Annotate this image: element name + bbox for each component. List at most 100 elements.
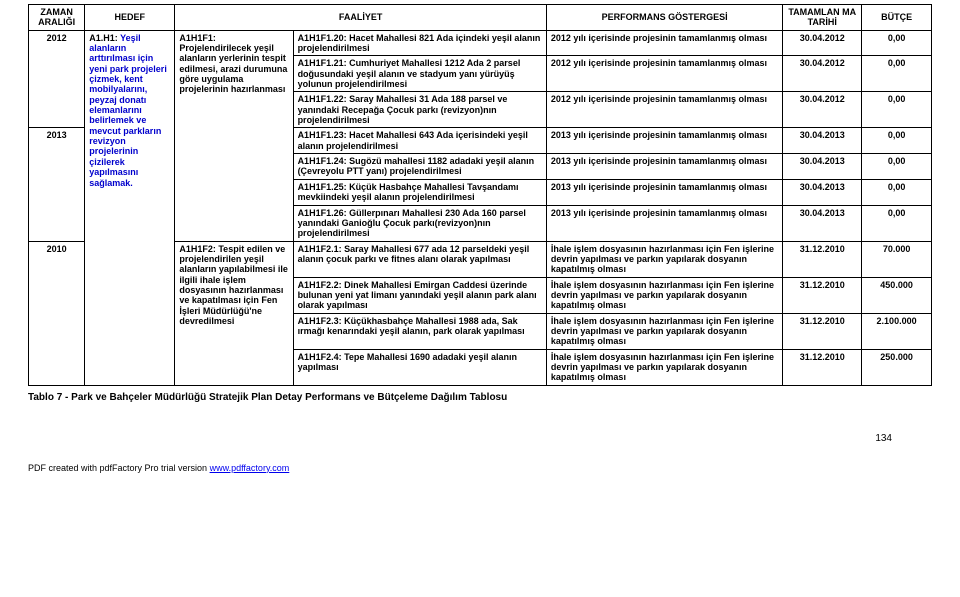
proc-text: A1H1F1: Projelendirilecek yeşil alanları…	[179, 33, 287, 95]
tarih-text: 30.04.2013	[800, 182, 845, 192]
faal-cell: A1H1F1.22: Saray Mahallesi 31 Ada 188 pa…	[293, 92, 546, 128]
tarih-text: 31.12.2010	[800, 244, 845, 254]
butce-cell: 250.000	[862, 349, 932, 385]
butce-text: 0,00	[888, 130, 906, 140]
footer-lead: PDF created with pdfFactory Pro trial ve…	[28, 463, 210, 473]
faal-text: A1H1F1.20: Hacet Mahallesi 821 Ada içind…	[298, 33, 541, 53]
tarih-cell: 30.04.2012	[783, 56, 862, 92]
tarih-cell: 31.12.2010	[783, 241, 862, 277]
tarih-cell: 31.12.2010	[783, 349, 862, 385]
table-caption: Tablo 7 - Park ve Bahçeler Müdürlüğü Str…	[28, 392, 932, 403]
butce-text: 250.000	[880, 352, 913, 362]
perf-text: 2012 yılı içerisinde projesinin tamamlan…	[551, 33, 767, 43]
faal-cell: A1H1F1.25: Küçük Hasbahçe Mahallesi Tavş…	[293, 179, 546, 205]
perf-cell: 2013 yılı içerisinde projesinin tamamlan…	[546, 128, 782, 154]
perf-cell: 2012 yılı içerisinde projesinin tamamlan…	[546, 56, 782, 92]
tarih-text: 31.12.2010	[800, 352, 845, 362]
th-faaliyet: FAALİYET	[175, 5, 547, 31]
tarih-text: 30.04.2012	[800, 94, 845, 104]
tarih-cell: 31.12.2010	[783, 277, 862, 313]
tarih-cell: 30.04.2013	[783, 128, 862, 154]
faal-text: A1H1F1.21: Cumhuriyet Mahallesi 1212 Ada…	[298, 58, 521, 89]
tarih-cell: 30.04.2013	[783, 179, 862, 205]
perf-text: İhale işlem dosyasının hazırlanması için…	[551, 352, 774, 383]
hedef-code: A1.H1:	[89, 33, 118, 43]
faal-cell: A1H1F2.2: Dinek Mahallesi Emirgan Caddes…	[293, 277, 546, 313]
zaman-cell: 2013	[29, 128, 85, 241]
proc-cell: A1H1F2: Tespit edilen ve projelendirilen…	[175, 241, 293, 385]
faal-text: A1H1F2.4: Tepe Mahallesi 1690 adadaki ye…	[298, 352, 517, 372]
butce-cell: 70.000	[862, 241, 932, 277]
perf-cell: İhale işlem dosyasının hazırlanması için…	[546, 313, 782, 349]
tarih-text: 30.04.2013	[800, 208, 845, 218]
main-table: ZAMAN ARALIĞI HEDEF FAALİYET PERFORMANS …	[28, 4, 932, 386]
tarih-text: 31.12.2010	[800, 280, 845, 290]
faal-cell: A1H1F1.20: Hacet Mahallesi 821 Ada içind…	[293, 30, 546, 56]
hedef-cell: A1.H1: Yeşil alanların arttırılması için…	[85, 30, 175, 385]
table-row: 2012 A1.H1: Yeşil alanların arttırılması…	[29, 30, 932, 56]
faal-cell: A1H1F2.1: Saray Mahallesi 677 ada 12 par…	[293, 241, 546, 277]
butce-cell: 2.100.000	[862, 313, 932, 349]
zaman-cell: 2010	[29, 241, 85, 385]
page-container: ZAMAN ARALIĞI HEDEF FAALİYET PERFORMANS …	[0, 0, 960, 473]
butce-text: 0,00	[888, 182, 906, 192]
faal-cell: A1H1F2.3: Küçükhasbahçe Mahallesi 1988 a…	[293, 313, 546, 349]
butce-cell: 0,00	[862, 92, 932, 128]
th-zaman: ZAMAN ARALIĞI	[29, 5, 85, 31]
perf-text: 2013 yılı içerisinde projesinin tamamlan…	[551, 156, 767, 166]
butce-cell: 0,00	[862, 154, 932, 180]
tarih-cell: 31.12.2010	[783, 313, 862, 349]
tarih-text: 30.04.2012	[800, 58, 845, 68]
footer-link[interactable]: www.pdffactory.com	[210, 463, 290, 473]
butce-cell: 450.000	[862, 277, 932, 313]
th-butce: BÜTÇE	[862, 5, 932, 31]
faal-text: A1H1F1.24: Sugözü mahallesi 1182 adadaki…	[298, 156, 535, 176]
butce-text: 450.000	[880, 280, 913, 290]
tarih-cell: 30.04.2013	[783, 205, 862, 241]
faal-cell: A1H1F1.26: Güllerpınarı Mahallesi 230 Ad…	[293, 205, 546, 241]
th-tarih: TAMAMLAN MA TARİHİ	[783, 5, 862, 31]
faal-text: A1H1F1.26: Güllerpınarı Mahallesi 230 Ad…	[298, 208, 526, 239]
proc-text: A1H1F2: Tespit edilen ve projelendirilen…	[179, 244, 288, 326]
perf-text: 2012 yılı içerisinde projesinin tamamlan…	[551, 58, 767, 68]
tarih-text: 31.12.2010	[800, 316, 845, 326]
butce-text: 2.100.000	[877, 316, 917, 326]
faal-cell: A1H1F1.21: Cumhuriyet Mahallesi 1212 Ada…	[293, 56, 546, 92]
perf-text: 2012 yılı içerisinde projesinin tamamlan…	[551, 94, 767, 104]
butce-text: 70.000	[883, 244, 911, 254]
butce-text: 0,00	[888, 58, 906, 68]
tarih-text: 30.04.2012	[800, 33, 845, 43]
butce-text: 0,00	[888, 33, 906, 43]
perf-cell: 2012 yılı içerisinde projesinin tamamlan…	[546, 30, 782, 56]
faal-text: A1H1F1.23: Hacet Mahallesi 643 Ada içeri…	[298, 130, 528, 150]
perf-cell: 2013 yılı içerisinde projesinin tamamlan…	[546, 205, 782, 241]
perf-cell: 2013 yılı içerisinde projesinin tamamlan…	[546, 154, 782, 180]
faal-text: A1H1F1.22: Saray Mahallesi 31 Ada 188 pa…	[298, 94, 508, 125]
tarih-cell: 30.04.2012	[783, 92, 862, 128]
page-number: 134	[875, 433, 892, 444]
perf-cell: 2013 yılı içerisinde projesinin tamamlan…	[546, 179, 782, 205]
hedef-text: Yeşil alanların arttırılması için yeni p…	[89, 33, 167, 188]
table-header-row: ZAMAN ARALIĞI HEDEF FAALİYET PERFORMANS …	[29, 5, 932, 31]
perf-cell: 2012 yılı içerisinde projesinin tamamlan…	[546, 92, 782, 128]
th-performans: PERFORMANS GÖSTERGESİ	[546, 5, 782, 31]
tarih-cell: 30.04.2012	[783, 30, 862, 56]
perf-text: 2013 yılı içerisinde projesinin tamamlan…	[551, 208, 767, 218]
perf-text: 2013 yılı içerisinde projesinin tamamlan…	[551, 182, 767, 192]
zaman-cell: 2012	[29, 30, 85, 128]
butce-text: 0,00	[888, 208, 906, 218]
faal-text: A1H1F1.25: Küçük Hasbahçe Mahallesi Tavş…	[298, 182, 519, 202]
proc-cell: A1H1F1: Projelendirilecek yeşil alanları…	[175, 30, 293, 241]
butce-cell: 0,00	[862, 205, 932, 241]
faal-cell: A1H1F1.24: Sugözü mahallesi 1182 adadaki…	[293, 154, 546, 180]
tarih-text: 30.04.2013	[800, 130, 845, 140]
perf-text: İhale işlem dosyasının hazırlanması için…	[551, 244, 774, 275]
butce-text: 0,00	[888, 94, 906, 104]
tarih-text: 30.04.2013	[800, 156, 845, 166]
faal-cell: A1H1F1.23: Hacet Mahallesi 643 Ada içeri…	[293, 128, 546, 154]
th-hedef: HEDEF	[85, 5, 175, 31]
perf-cell: İhale işlem dosyasının hazırlanması için…	[546, 277, 782, 313]
perf-text: İhale işlem dosyasının hazırlanması için…	[551, 280, 774, 311]
perf-text: 2013 yılı içerisinde projesinin tamamlan…	[551, 130, 767, 140]
faal-text: A1H1F2.1: Saray Mahallesi 677 ada 12 par…	[298, 244, 530, 264]
